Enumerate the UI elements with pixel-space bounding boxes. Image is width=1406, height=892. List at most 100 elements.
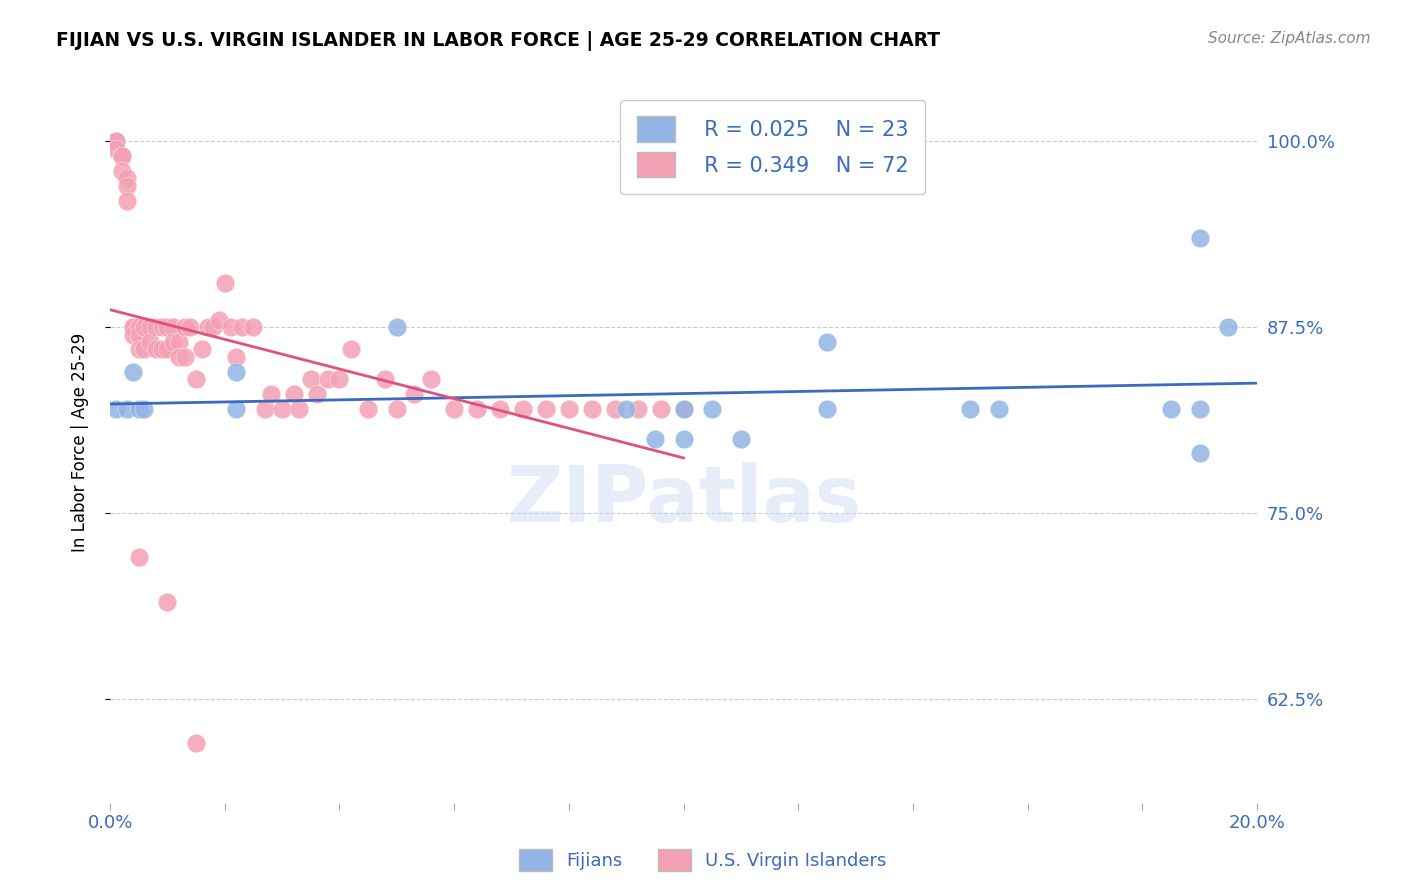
Point: [156, 320, 179, 334]
Point: [283, 387, 305, 401]
Point: [988, 401, 1011, 416]
Point: [672, 401, 695, 416]
Point: [150, 320, 173, 334]
Point: [1188, 446, 1211, 460]
Point: [162, 334, 184, 349]
Point: [128, 343, 150, 357]
Point: [305, 387, 328, 401]
Point: [512, 401, 534, 416]
Point: [202, 320, 225, 334]
Point: [117, 178, 139, 193]
Point: [534, 401, 557, 416]
Point: [173, 350, 195, 364]
Point: [104, 401, 127, 416]
Point: [1160, 401, 1182, 416]
Point: [208, 312, 231, 326]
Point: [242, 320, 264, 334]
Point: [110, 149, 132, 163]
Point: [173, 320, 195, 334]
Text: Source: ZipAtlas.com: Source: ZipAtlas.com: [1208, 31, 1371, 46]
Point: [122, 327, 145, 342]
Legend: Fijians, U.S. Virgin Islanders: Fijians, U.S. Virgin Islanders: [512, 842, 894, 879]
Point: [581, 401, 603, 416]
Point: [1188, 401, 1211, 416]
Point: [128, 320, 150, 334]
Point: [184, 736, 207, 750]
Point: [959, 401, 981, 416]
Point: [1218, 320, 1240, 334]
Point: [117, 401, 139, 416]
Point: [145, 343, 167, 357]
Point: [197, 320, 219, 334]
Point: [139, 334, 162, 349]
Text: FIJIAN VS U.S. VIRGIN ISLANDER IN LABOR FORCE | AGE 25-29 CORRELATION CHART: FIJIAN VS U.S. VIRGIN ISLANDER IN LABOR …: [56, 31, 941, 51]
Point: [730, 432, 752, 446]
Point: [225, 365, 247, 379]
Y-axis label: In Labor Force | Age 25-29: In Labor Force | Age 25-29: [72, 333, 89, 552]
Point: [443, 401, 465, 416]
Point: [328, 372, 350, 386]
Point: [644, 432, 666, 446]
Point: [156, 343, 179, 357]
Point: [259, 387, 281, 401]
Point: [231, 320, 253, 334]
Point: [489, 401, 512, 416]
Point: [184, 372, 207, 386]
Point: [288, 401, 311, 416]
Point: [122, 320, 145, 334]
Legend:   R = 0.025    N = 23,   R = 0.349    N = 72: R = 0.025 N = 23, R = 0.349 N = 72: [620, 100, 925, 194]
Point: [299, 372, 322, 386]
Point: [702, 401, 724, 416]
Point: [385, 401, 408, 416]
Point: [110, 164, 132, 178]
Point: [117, 171, 139, 186]
Point: [253, 401, 276, 416]
Text: ZIPatlas: ZIPatlas: [506, 462, 860, 538]
Point: [145, 320, 167, 334]
Point: [122, 365, 145, 379]
Point: [465, 401, 488, 416]
Point: [225, 350, 247, 364]
Point: [420, 372, 443, 386]
Point: [122, 320, 145, 334]
Point: [219, 320, 242, 334]
Point: [104, 134, 127, 148]
Point: [134, 401, 156, 416]
Point: [117, 194, 139, 208]
Point: [150, 343, 173, 357]
Point: [128, 327, 150, 342]
Point: [162, 320, 184, 334]
Point: [672, 401, 695, 416]
Point: [128, 401, 150, 416]
Point: [104, 142, 127, 156]
Point: [402, 387, 425, 401]
Point: [128, 550, 150, 565]
Point: [815, 334, 838, 349]
Point: [179, 320, 201, 334]
Point: [167, 334, 190, 349]
Point: [357, 401, 380, 416]
Point: [1188, 231, 1211, 245]
Point: [614, 401, 637, 416]
Point: [214, 276, 236, 290]
Point: [672, 432, 695, 446]
Point: [167, 350, 190, 364]
Point: [627, 401, 650, 416]
Point: [558, 401, 581, 416]
Point: [191, 343, 214, 357]
Point: [134, 320, 156, 334]
Point: [110, 149, 132, 163]
Point: [374, 372, 396, 386]
Point: [340, 343, 363, 357]
Point: [603, 401, 626, 416]
Point: [271, 401, 294, 416]
Point: [316, 372, 339, 386]
Point: [156, 595, 179, 609]
Point: [650, 401, 672, 416]
Point: [815, 401, 838, 416]
Point: [139, 320, 162, 334]
Point: [134, 343, 156, 357]
Point: [104, 134, 127, 148]
Point: [225, 401, 247, 416]
Point: [385, 320, 408, 334]
